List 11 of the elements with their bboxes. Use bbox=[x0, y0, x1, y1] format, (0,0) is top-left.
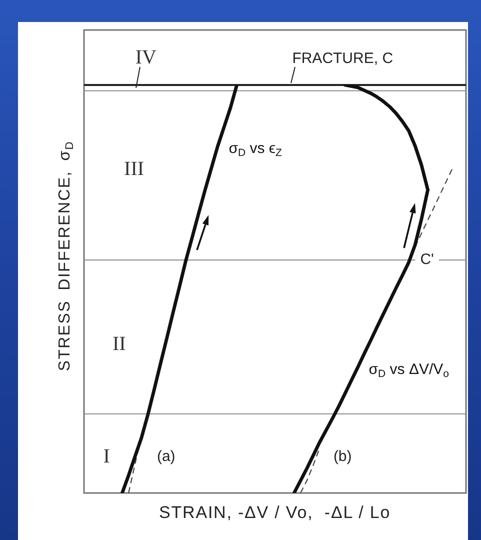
annotation: II bbox=[112, 333, 126, 356]
annotation: I bbox=[103, 445, 110, 468]
x-axis-title: STRAIN, -ΔV / Vo, -ΔL / Lo bbox=[159, 503, 391, 523]
annotation: (a) bbox=[156, 448, 176, 466]
series-label: σ$_{D}$ vs ϵ$_{Z}$ bbox=[228, 140, 282, 159]
text: IV bbox=[135, 46, 157, 68]
ref-line-label: FRACTURE, C bbox=[292, 50, 394, 68]
ref-line-label: C' bbox=[420, 251, 434, 268]
series-label: σ$_{D}$ vs ΔV/V$_{o}$ bbox=[368, 360, 450, 380]
annotation: (b) bbox=[333, 448, 352, 466]
annotation: III bbox=[124, 158, 144, 180]
